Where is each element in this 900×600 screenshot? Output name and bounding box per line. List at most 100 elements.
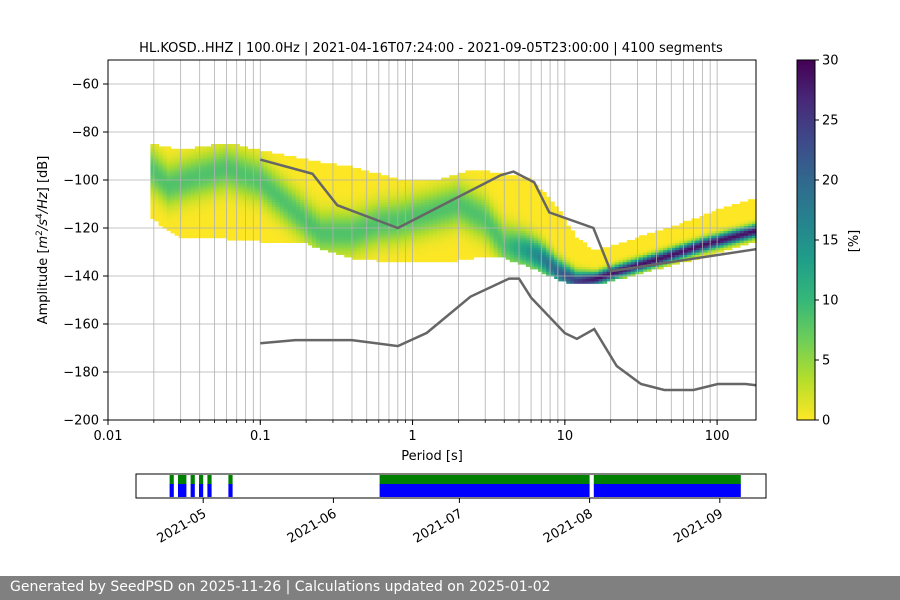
density-cell: [271, 206, 277, 210]
density-cell: [360, 194, 366, 198]
density-cell: [416, 189, 422, 193]
density-cell: [602, 278, 608, 282]
density-cell: [493, 211, 499, 215]
density-cell: [392, 235, 398, 239]
density-cell: [287, 180, 293, 183]
density-cell: [400, 235, 406, 239]
density-cell: [461, 240, 466, 243]
density-cell: [320, 165, 325, 169]
density-cell: [630, 271, 636, 275]
density-cell: [275, 180, 281, 183]
density-cell: [433, 249, 438, 253]
density-cell: [340, 228, 345, 231]
density-cell: [715, 249, 721, 253]
density-cell: [360, 177, 366, 181]
density-cell: [441, 180, 446, 183]
figure: HL.KOSD..HHZ | 100.0Hz | 2021-04-16T07:2…: [35, 41, 862, 547]
density-cell: [719, 208, 725, 212]
density-cell: [465, 177, 470, 181]
density-cell: [731, 206, 737, 210]
density-cell: [521, 187, 527, 191]
density-cell: [162, 184, 168, 188]
density-cell: [538, 208, 543, 212]
density-cell: [271, 232, 277, 236]
density-cell: [348, 206, 353, 210]
density-cell: [441, 201, 446, 205]
density-cell: [320, 168, 325, 171]
y-tick-label: −200: [63, 414, 99, 429]
density-cell: [271, 235, 277, 239]
density-cell: [659, 242, 664, 246]
density-cell: [291, 199, 297, 203]
density-cell: [400, 192, 406, 195]
density-cell: [513, 249, 519, 253]
density-cell: [404, 237, 410, 241]
density-cell: [198, 204, 204, 207]
density-cell: [158, 196, 164, 200]
density-cell: [481, 208, 487, 212]
density-cell: [533, 232, 539, 236]
timeline-tick-label: 2021-09: [671, 506, 726, 546]
density-cell: [219, 194, 224, 198]
density-cell: [485, 242, 491, 246]
density-cell: [538, 268, 543, 272]
density-cell: [206, 196, 212, 200]
density-cell: [457, 242, 462, 246]
density-cell: [227, 156, 232, 159]
density-cell: [400, 242, 406, 246]
density-cell: [505, 247, 511, 251]
density-cell: [239, 151, 244, 155]
density-cell: [186, 204, 192, 207]
density-cell: [441, 192, 446, 195]
density-cell: [223, 228, 228, 231]
density-cell: [239, 196, 244, 200]
density-cell: [529, 208, 535, 212]
density-cell: [227, 196, 232, 200]
density-cell: [457, 220, 462, 224]
density-cell: [699, 244, 705, 248]
density-cell: [542, 206, 547, 210]
density-cell: [227, 228, 232, 231]
density-cell: [223, 192, 228, 195]
density-cell: [158, 199, 164, 203]
density-cell: [267, 213, 273, 217]
density-cell: [384, 180, 390, 183]
density-cell: [259, 172, 265, 176]
density-cell: [554, 230, 559, 234]
density-cell: [170, 211, 176, 215]
density-cell: [186, 232, 192, 236]
density-cell: [235, 213, 240, 217]
density-cell: [574, 252, 579, 255]
density-cell: [368, 242, 374, 246]
density-cell: [223, 189, 228, 193]
density-cell: [400, 196, 406, 200]
density-cell: [513, 175, 519, 179]
density-cell: [437, 199, 442, 203]
density-cell: [372, 244, 378, 248]
density-cell: [433, 199, 438, 203]
density-cell: [497, 218, 503, 222]
density-cell: [267, 237, 273, 241]
density-cell: [493, 206, 499, 210]
density-cell: [457, 247, 462, 251]
density-cell: [638, 244, 644, 248]
density-cell: [320, 180, 325, 183]
density-cell: [433, 180, 438, 183]
density-cell: [263, 175, 269, 179]
density-cell: [259, 177, 265, 181]
density-cell: [667, 244, 672, 248]
density-cell: [538, 206, 543, 210]
density-cell: [554, 256, 559, 260]
density-cell: [368, 232, 374, 236]
density-cell: [348, 165, 353, 169]
density-cell: [206, 146, 212, 150]
density-cell: [735, 225, 741, 229]
density-cell: [453, 182, 458, 186]
density-cell: [392, 192, 398, 195]
density-cell: [162, 163, 168, 167]
density-cell: [299, 160, 305, 164]
density-cell: [449, 223, 454, 227]
density-cell: [429, 237, 434, 241]
density-cell: [525, 240, 531, 243]
density-cell: [461, 180, 466, 183]
